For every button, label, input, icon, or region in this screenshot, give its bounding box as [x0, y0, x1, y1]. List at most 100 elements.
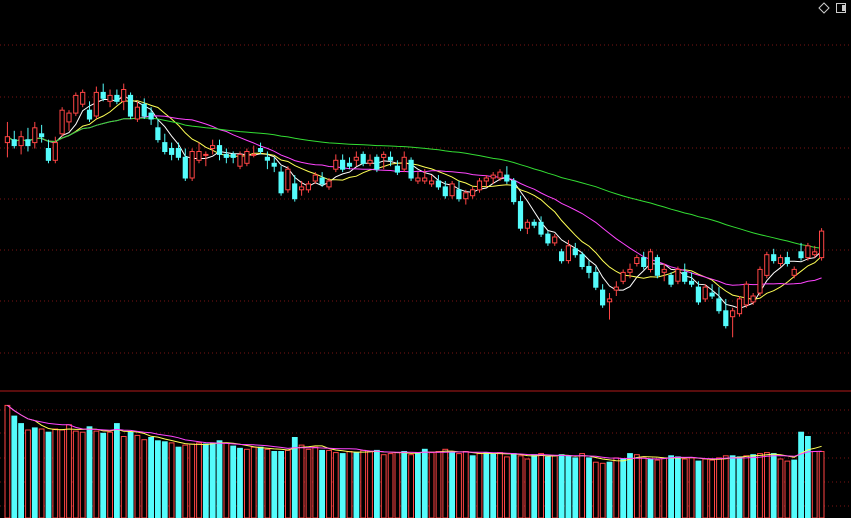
candle-body — [511, 180, 517, 203]
candle-body — [771, 254, 777, 262]
volume-bar — [107, 431, 113, 518]
volume-bars[interactable] — [4, 404, 825, 518]
candle-body — [777, 257, 784, 265]
volume-bar — [757, 453, 763, 518]
volume-bar — [592, 461, 599, 518]
volume-bar — [11, 415, 18, 518]
volume-bar — [285, 449, 291, 518]
candle-body — [223, 153, 229, 158]
candle-body — [244, 151, 250, 164]
candle-body — [429, 180, 435, 185]
volume-bar — [565, 455, 572, 518]
volume-bar — [202, 443, 209, 518]
candle-body — [593, 271, 599, 288]
candlesticks[interactable] — [4, 83, 825, 338]
candle-body — [107, 94, 113, 102]
volume-bar — [380, 454, 387, 518]
candle-body — [127, 94, 134, 117]
candle-body — [134, 106, 141, 120]
volume-bar — [524, 458, 531, 518]
volume-bar — [811, 451, 818, 518]
candle-body — [730, 310, 736, 318]
volume-bar — [134, 434, 141, 518]
candle-body — [66, 112, 72, 123]
candle-body — [702, 286, 708, 300]
candle-body — [483, 177, 489, 182]
candle-body — [18, 136, 24, 147]
candle-body — [100, 91, 106, 99]
volume-bar — [230, 445, 237, 518]
volume-bar — [401, 451, 408, 518]
volume-bar — [798, 431, 805, 518]
candle-body — [340, 159, 346, 170]
candle-body — [675, 268, 681, 282]
volume-bar — [278, 451, 285, 518]
volume-bar — [4, 404, 11, 518]
volume-bar — [743, 455, 750, 518]
candle-body — [579, 254, 585, 267]
candle-body — [148, 112, 154, 120]
candle-body — [627, 268, 633, 273]
volume-bar — [517, 455, 524, 518]
volume-averages — [7, 405, 822, 462]
volume-bar — [66, 424, 72, 518]
candle-body — [394, 165, 400, 173]
candle-body — [559, 251, 565, 262]
candle-body — [39, 133, 45, 138]
candle-body — [565, 245, 571, 262]
candle-body — [52, 142, 58, 161]
candle-body — [381, 153, 387, 158]
volume-bar — [675, 456, 681, 518]
candle-body — [333, 159, 339, 170]
volume-bar — [551, 455, 558, 518]
candle-body — [415, 177, 421, 182]
candle-body — [346, 162, 353, 167]
volume-bar — [182, 444, 189, 518]
volume-bar — [250, 446, 257, 518]
candle-body — [798, 251, 804, 259]
candle-body — [45, 148, 51, 161]
volume-bar — [421, 448, 428, 518]
volume-bar — [654, 459, 661, 518]
candle-body — [586, 266, 592, 273]
candle-body — [490, 174, 496, 179]
volume-bar — [695, 460, 702, 518]
volume-bar — [613, 457, 620, 518]
candle-body — [326, 180, 332, 188]
volume-bar — [586, 457, 592, 518]
volume-bar — [469, 455, 476, 518]
volume-bar — [462, 451, 469, 518]
candle-body — [689, 280, 695, 285]
volume-bar — [490, 453, 497, 518]
volume-bar — [353, 452, 360, 518]
volume-bar — [805, 436, 811, 518]
candle-body — [257, 148, 264, 152]
candle-body — [531, 221, 537, 226]
candle-body — [572, 248, 578, 256]
volume-bar — [100, 432, 107, 518]
candle-body — [121, 89, 127, 102]
volume-bar — [148, 437, 154, 518]
volume-bar — [449, 452, 456, 518]
volume-bar — [627, 453, 633, 518]
candle-body — [620, 271, 626, 282]
candle-body — [251, 153, 257, 156]
volume-bar — [784, 460, 791, 518]
restore-square-icon[interactable] — [835, 2, 847, 14]
candle-body — [319, 177, 325, 185]
diamond-icon[interactable] — [818, 2, 830, 14]
candle-body — [791, 268, 797, 276]
candle-body — [401, 156, 407, 170]
volume-bar — [374, 449, 380, 518]
candle-body — [237, 153, 243, 167]
candle-body — [613, 286, 619, 291]
candle-body — [175, 148, 182, 158]
ma5-line — [7, 94, 822, 309]
volume-bar — [18, 423, 25, 518]
volume-bar — [606, 461, 613, 518]
candle-body — [606, 298, 613, 303]
volume-bar — [72, 430, 79, 518]
volume-bar — [750, 454, 757, 518]
volume-bar — [456, 453, 462, 518]
